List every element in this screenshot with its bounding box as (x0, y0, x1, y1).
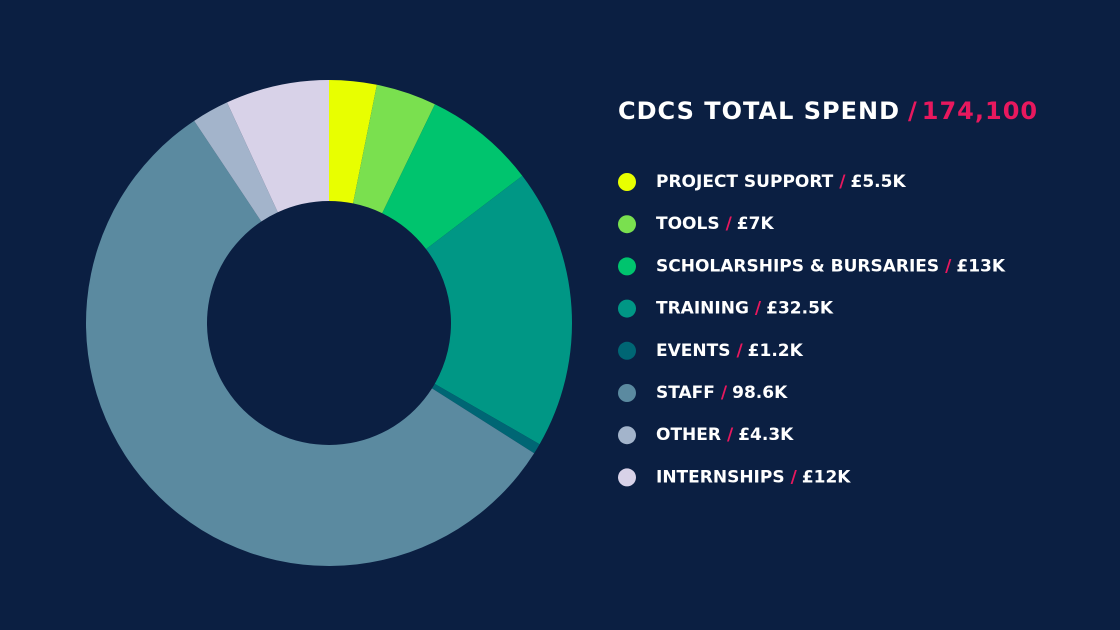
legend-label: TRAINING (656, 299, 749, 319)
separator: / (908, 97, 918, 125)
legend-label: TOOLS (656, 214, 720, 234)
legend-entry: EVENTS / £1.2K (656, 341, 804, 361)
separator: / (721, 383, 728, 403)
legend-entry: PROJECT SUPPORT / £5.5K (656, 172, 906, 192)
legend-value: £12K (802, 467, 851, 487)
donut-slice (227, 80, 329, 213)
donut-slice (194, 102, 278, 222)
separator: / (727, 425, 734, 445)
legend-swatch (618, 215, 636, 234)
separator: / (791, 467, 798, 487)
legend-label: EVENTS (656, 341, 730, 361)
legend-value: £4.3K (738, 425, 794, 445)
donut-slice (426, 175, 572, 445)
separator: / (945, 256, 952, 276)
legend-entry: INTERNSHIPS / £12K (656, 467, 851, 487)
legend-swatch (618, 257, 636, 276)
separator: / (726, 214, 733, 234)
separator: / (755, 299, 762, 319)
legend-entry: TRAINING / £32.5K (656, 299, 834, 319)
legend-swatch (618, 384, 636, 402)
legend-swatch (618, 426, 636, 445)
legend-value: £32.5K (766, 299, 834, 319)
legend-label: OTHER (656, 425, 721, 445)
legend-entry: STAFF /98.6K (656, 383, 788, 403)
donut-slice (85, 120, 535, 566)
legend-value: £7K (737, 214, 775, 234)
legend-label: SCHOLARSHIPS & BURSARIES (656, 256, 939, 276)
legend-swatch (618, 173, 636, 191)
total-value: 174,100 (922, 97, 1038, 125)
legend-entry: OTHER / £4.3K (656, 425, 794, 445)
donut-slice (353, 84, 435, 214)
legend-label: STAFF (656, 383, 715, 403)
legend-label: INTERNSHIPS (656, 467, 785, 487)
legend-swatch (618, 299, 636, 318)
legend-label: PROJECT SUPPORT (656, 172, 834, 192)
donut-slice (431, 383, 540, 454)
legend-value: £1.2K (748, 341, 804, 361)
separator: / (736, 341, 743, 361)
legend-entry: SCHOLARSHIPS & BURSARIES / £13K (656, 256, 1006, 276)
donut-slice (329, 80, 377, 204)
title-text: CDCS TOTAL SPEND (618, 97, 900, 125)
chart-title-line: CDCS TOTAL SPEND /174,100 (618, 97, 1038, 125)
donut-slice (382, 104, 523, 250)
legend-entry: TOOLS / £7K (656, 214, 774, 234)
legend-swatch (618, 341, 636, 360)
legend-swatch (618, 468, 636, 487)
legend-value: £5.5K (851, 172, 907, 192)
legend-value: 98.6K (732, 383, 788, 403)
separator: / (839, 172, 846, 192)
legend-value: £13K (956, 256, 1005, 276)
